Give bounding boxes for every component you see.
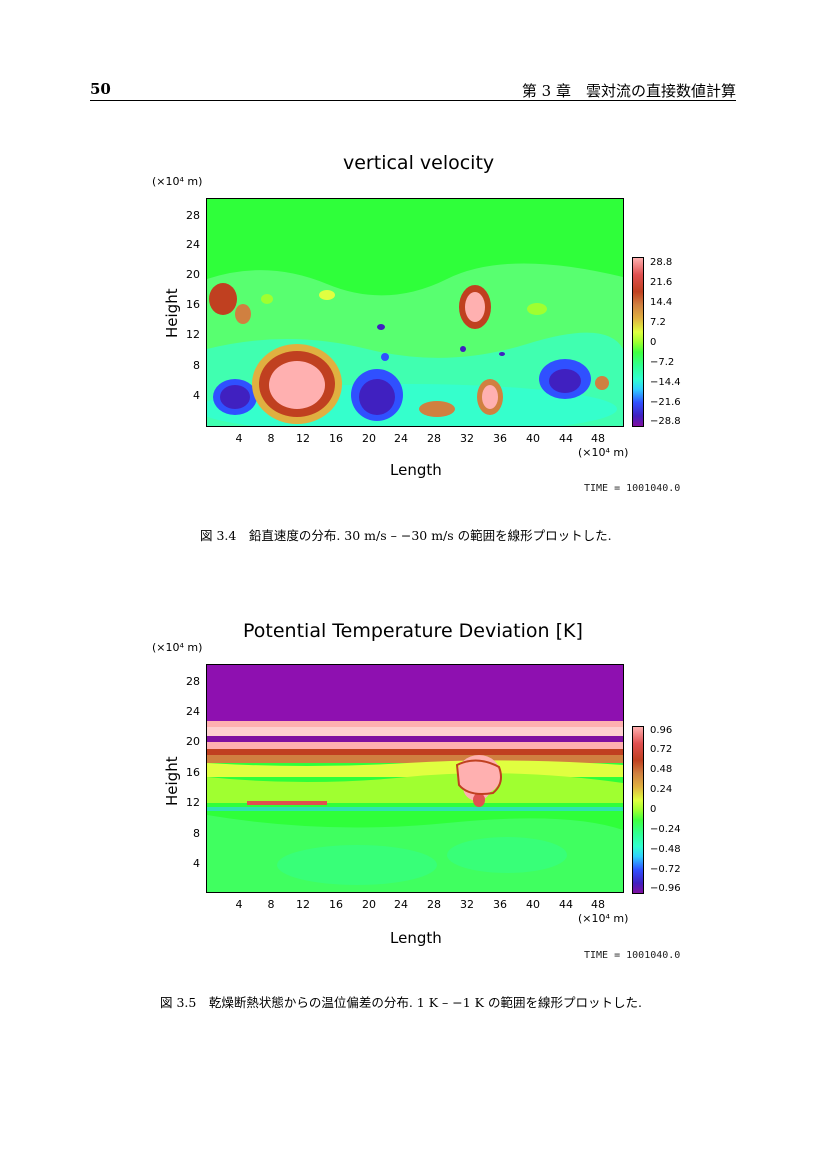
y-tick: 28 [186,209,200,222]
y-tick: 12 [186,796,200,809]
colorbar-label: −0.48 [650,844,681,855]
x-tick: 4 [235,898,243,911]
colorbar-label: −14.4 [650,377,681,388]
figure-caption: 図 3.5 乾燥断熱状態からの温位偏差の分布. 1 K – −1 K の範囲を線… [160,995,642,1010]
y-tick: 4 [193,389,200,402]
x-tick: 48 [591,432,605,445]
plot-area [206,198,624,427]
colorbar [632,257,644,427]
colorbar-label: −0.72 [650,864,681,875]
x-axis-label: Length [390,929,442,947]
colorbar-label: −7.2 [650,357,675,368]
y-tick: 24 [186,705,200,718]
colorbar-label: 0 [650,337,657,348]
x-tick: 44 [559,898,573,911]
page-number: 50 [90,80,111,98]
colorbar-label: −0.24 [650,824,681,835]
y-tick: 8 [193,359,200,372]
colorbar-label: −28.8 [650,416,681,427]
x-tick: 12 [296,432,310,445]
time-stamp: TIME = 1001040.0 [584,483,681,494]
vertical-velocity-field [207,199,623,426]
y-tick: 4 [193,857,200,870]
chapter-title: 第 3 章 雲対流の直接数値計算 [521,82,736,100]
x-tick: 44 [559,432,573,445]
y-tick: 28 [186,675,200,688]
plot-area [206,664,624,893]
potential-temperature-field [207,665,623,892]
y-tick: 24 [186,238,200,251]
colorbar-label: −0.96 [650,883,681,894]
y-tick: 20 [186,268,200,281]
x-scale-label: (×10⁴ m) [578,912,629,925]
x-scale-label: (×10⁴ m) [578,446,629,459]
x-tick: 28 [427,898,441,911]
x-tick: 40 [526,432,540,445]
x-tick: 24 [394,432,408,445]
x-axis-label: Length [390,461,442,479]
colorbar-label: 0.96 [650,725,673,736]
x-tick: 36 [493,432,507,445]
x-tick: 4 [235,432,243,445]
colorbar-label: 21.6 [650,277,673,288]
colorbar-label: 7.2 [650,317,666,328]
colorbar-label: 14.4 [650,297,673,308]
x-tick: 12 [296,898,310,911]
x-tick: 8 [267,432,275,445]
x-tick: 8 [267,898,275,911]
x-tick: 40 [526,898,540,911]
x-tick: 28 [427,432,441,445]
x-tick: 36 [493,898,507,911]
y-tick: 20 [186,735,200,748]
time-stamp: TIME = 1001040.0 [584,950,681,961]
x-tick: 16 [329,432,343,445]
colorbar-label: −21.6 [650,397,681,408]
x-tick: 16 [329,898,343,911]
figure-title: vertical velocity [343,152,495,174]
y-tick: 12 [186,328,200,341]
x-tick: 24 [394,898,408,911]
x-tick: 32 [460,898,474,911]
x-tick: 48 [591,898,605,911]
y-scale-label: (×10⁴ m) [152,641,203,654]
figure-title: Potential Temperature Deviation [K] [243,620,583,642]
x-tick: 32 [460,432,474,445]
colorbar-label: 0.48 [650,764,673,775]
colorbar-label: 0 [650,804,657,815]
y-tick: 16 [186,298,200,311]
y-tick: 8 [193,827,200,840]
colorbar-label: 0.72 [650,744,673,755]
y-scale-label: (×10⁴ m) [152,175,203,188]
colorbar-label: 28.8 [650,257,673,268]
page-header: 50 第 3 章 雲対流の直接数値計算 [90,80,736,101]
colorbar-label: 0.24 [650,784,673,795]
x-tick: 20 [362,898,376,911]
x-tick: 20 [362,432,376,445]
y-tick: 16 [186,766,200,779]
colorbar [632,726,644,894]
figure-caption: 図 3.4 鉛直速度の分布. 30 m/s – −30 m/s の範囲を線形プロ… [200,528,612,543]
